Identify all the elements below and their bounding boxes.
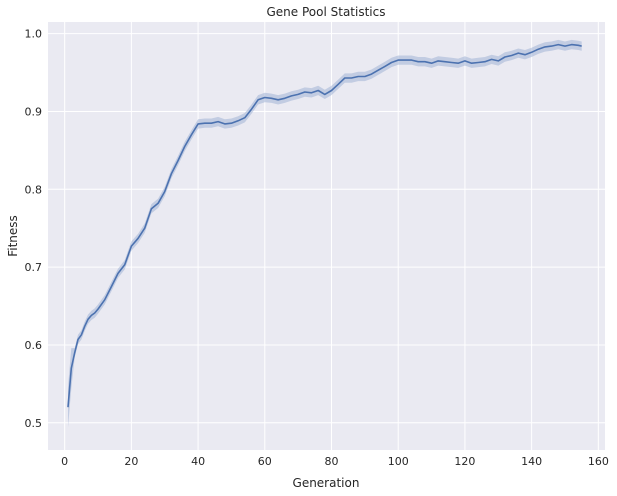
x-tick-label: 120: [454, 455, 475, 468]
x-tick-label: 0: [61, 455, 68, 468]
x-tick-label: 20: [124, 455, 138, 468]
y-tick-label: 0.9: [25, 105, 43, 118]
x-tick-label: 160: [588, 455, 609, 468]
y-tick-labels: 0.5 0.6 0.7 0.8 0.9 1.0: [25, 28, 43, 430]
fitness-line: [67, 43, 582, 408]
grid: [48, 22, 605, 450]
x-axis-label: Generation: [293, 476, 360, 490]
y-tick-label: 0.6: [25, 339, 43, 352]
x-tick-label: 60: [258, 455, 272, 468]
fitness-line-layer: [67, 43, 582, 408]
x-tick-label: 100: [388, 455, 409, 468]
x-tick-label: 140: [521, 455, 542, 468]
chart-title: Gene Pool Statistics: [267, 5, 386, 19]
x-tick-labels: 0 20 40 60 80 100 120 140 160: [61, 455, 609, 468]
y-axis-label: Fitness: [6, 215, 20, 257]
x-tick-label: 80: [325, 455, 339, 468]
y-tick-label: 1.0: [25, 28, 43, 41]
y-tick-label: 0.7: [25, 261, 43, 274]
y-tick-label: 0.5: [25, 417, 43, 430]
y-tick-label: 0.8: [25, 183, 43, 196]
x-tick-label: 40: [191, 455, 205, 468]
